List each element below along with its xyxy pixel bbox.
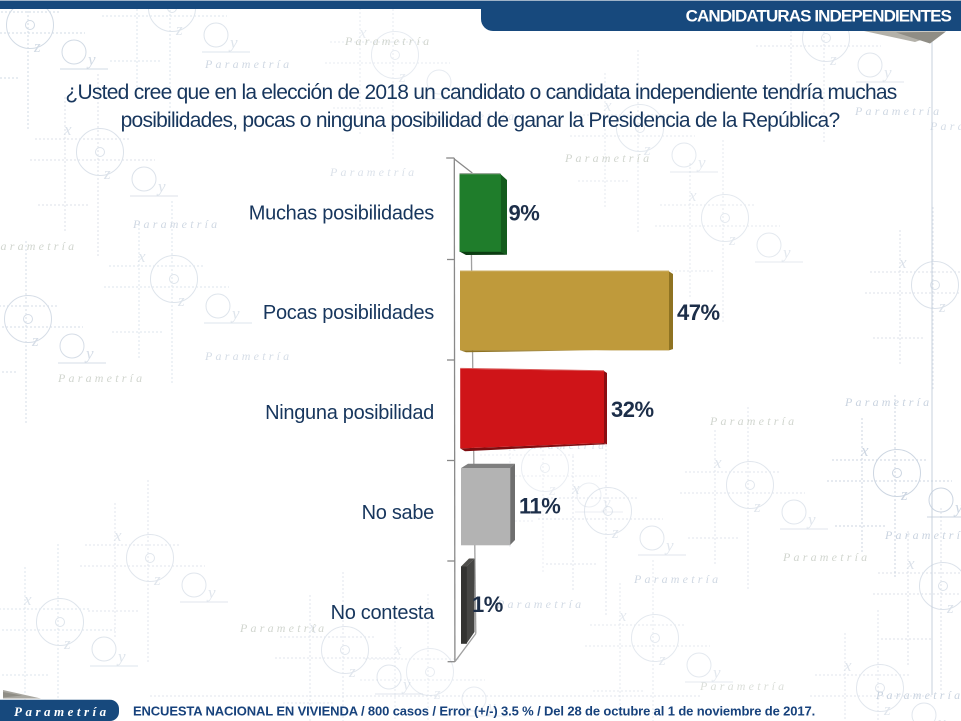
svg-text:Parametría: Parametría	[929, 119, 961, 133]
svg-text:Muchas posibilidades: Muchas posibilidades	[249, 202, 435, 224]
svg-text:Parametría: Parametría	[0, 239, 77, 253]
svg-text:Parametría: Parametría	[204, 349, 292, 363]
svg-text:Parametría: Parametría	[699, 679, 787, 693]
svg-text:Parametría: Parametría	[884, 528, 961, 542]
svg-text:32%: 32%	[611, 397, 654, 422]
svg-text:Parametría: Parametría	[496, 597, 584, 611]
svg-text:Parametría: Parametría	[633, 572, 721, 586]
svg-text:ENCUESTA NACIONAL EN VIVIENDA: ENCUESTA NACIONAL EN VIVIENDA / 800 caso…	[133, 704, 815, 719]
svg-text:posibilidades, pocas o ninguna: posibilidades, pocas o ninguna posibilid…	[121, 109, 840, 132]
svg-text:Parametría: Parametría	[132, 217, 220, 231]
svg-text:Parametría: Parametría	[854, 104, 942, 118]
svg-text:Parametría: Parametría	[564, 151, 652, 165]
svg-text:Parametría: Parametría	[344, 34, 432, 48]
svg-text:Ninguna posibilidad: Ninguna posibilidad	[265, 402, 434, 424]
svg-text:Parametría: Parametría	[329, 165, 417, 179]
svg-text:Parametría: Parametría	[57, 371, 145, 385]
svg-text:1%: 1%	[472, 592, 503, 617]
svg-text:No contesta: No contesta	[331, 602, 436, 624]
svg-text:11%: 11%	[519, 494, 560, 519]
svg-text:¿Usted cree que en la elección: ¿Usted cree que en la elección de 2018 u…	[65, 81, 896, 104]
svg-text:Parametría: Parametría	[782, 550, 870, 564]
svg-text:CANDIDATURAS INDEPENDIENTES: CANDIDATURAS INDEPENDIENTES	[686, 7, 952, 26]
svg-text:Pocas posibilidades: Pocas posibilidades	[263, 302, 434, 324]
svg-text:9%: 9%	[509, 201, 540, 226]
svg-text:Parametría: Parametría	[709, 414, 797, 428]
svg-text:Parametría: Parametría	[429, 109, 517, 123]
svg-text:47%: 47%	[677, 300, 720, 325]
svg-text:Parametría: Parametría	[875, 688, 961, 702]
svg-text:No sabe: No sabe	[362, 502, 435, 524]
svg-text:Parametría: Parametría	[844, 395, 932, 409]
svg-text:Parametría: Parametría	[14, 704, 110, 719]
svg-text:Parametría: Parametría	[204, 57, 292, 71]
svg-text:Parametría: Parametría	[239, 621, 327, 635]
